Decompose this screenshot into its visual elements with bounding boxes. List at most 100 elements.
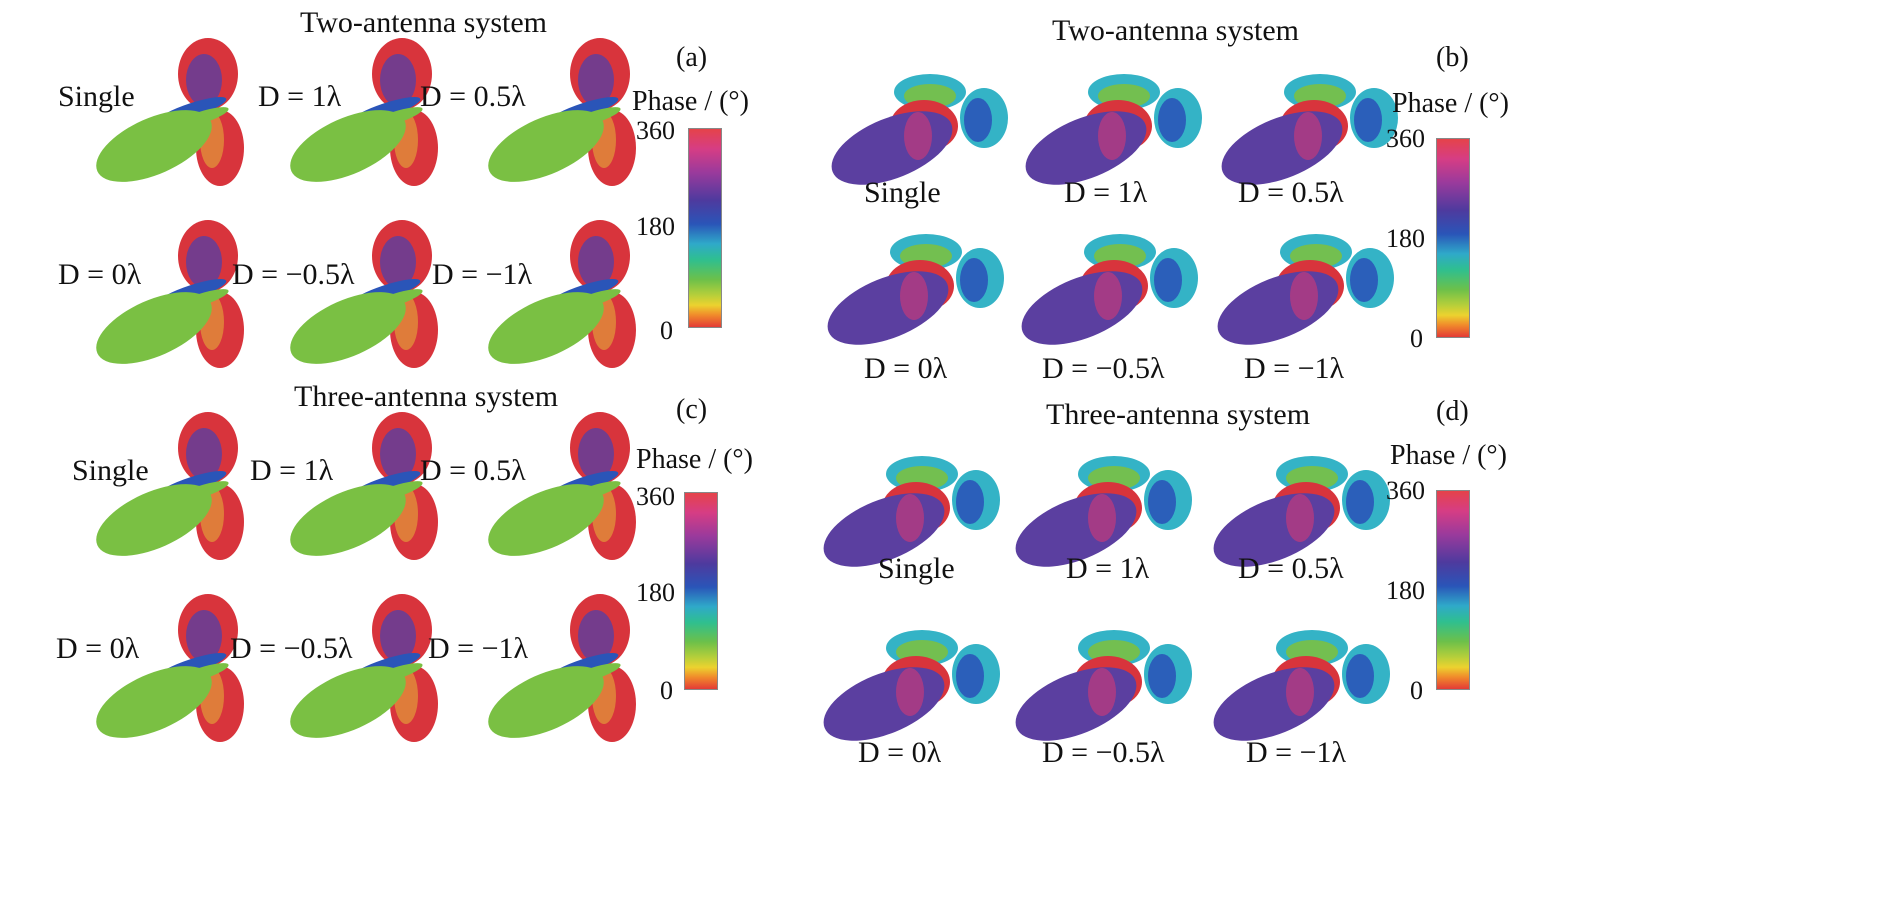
label-a-single: Single [58, 80, 135, 113]
colorbar-a-tick-max: 360 [636, 116, 675, 145]
pattern-d-d0 [823, 630, 1000, 741]
label-c-d0: D = 0λ [56, 632, 140, 665]
label-d-d1: D = 1λ [1066, 552, 1150, 585]
pattern-a-d0 [96, 220, 244, 368]
upper-lobe-core [186, 428, 222, 480]
main-lobe [290, 292, 406, 364]
right-lobe-core [956, 480, 984, 524]
main-lobe [488, 484, 604, 556]
label-b-d0: D = 0λ [864, 352, 948, 385]
label-d-single: Single [878, 552, 955, 585]
right-lobe-core [1346, 480, 1374, 524]
pattern-d-dm05 [1015, 630, 1192, 741]
label-c-d05: D = 0.5λ [420, 454, 526, 487]
label-d-d05: D = 0.5λ [1238, 552, 1344, 585]
colorbar-b-tick-min: 0 [1410, 324, 1423, 353]
right-lobe-core [1154, 258, 1182, 302]
upper-lobe-core [380, 610, 416, 662]
colorbar-b [1436, 138, 1470, 338]
colorbar-c-tick-max: 360 [636, 482, 675, 511]
label-c-dm1: D = −1λ [428, 632, 529, 665]
label-b-d1: D = 1λ [1064, 176, 1148, 209]
pattern-d-dm1 [1213, 630, 1390, 741]
main-lobe-accent [1088, 668, 1116, 716]
label-a-d0: D = 0λ [58, 258, 142, 291]
panel-a-letter: (a) [676, 42, 708, 73]
pattern-c-d05 [488, 412, 636, 560]
right-lobe-core [956, 654, 984, 698]
panel-b-letter: (b) [1436, 42, 1469, 73]
main-lobe-accent [904, 112, 932, 160]
pattern-c-d1 [290, 412, 438, 560]
upper-lobe-core [578, 236, 614, 288]
upper-lobe-core [186, 54, 222, 106]
upper-lobe-core [380, 54, 416, 106]
main-lobe [96, 666, 212, 738]
main-lobe-accent [1286, 494, 1314, 542]
colorbar-c-tick-min: 0 [660, 676, 673, 705]
right-lobe-core [1350, 258, 1378, 302]
right-lobe-core [1158, 98, 1186, 142]
pattern-c-d0 [96, 594, 244, 742]
label-d-dm05: D = −0.5λ [1042, 736, 1165, 769]
main-lobe [290, 110, 406, 182]
label-c-single: Single [72, 454, 149, 487]
pattern-d-d1 [1015, 456, 1192, 567]
label-b-dm05: D = −0.5λ [1042, 352, 1165, 385]
panel-c-letter: (c) [676, 394, 708, 425]
label-a-d05: D = 0.5λ [420, 80, 526, 113]
right-lobe-core [1148, 654, 1176, 698]
colorbar-a-title: Phase / (°) [632, 86, 749, 117]
main-lobe [290, 666, 406, 738]
panel-b-title: Two-antenna system [1052, 14, 1300, 47]
main-lobe [290, 484, 406, 556]
pattern-a-dm05 [290, 220, 438, 368]
pattern-a-dm1 [488, 220, 636, 368]
upper-lobe-core [380, 236, 416, 288]
label-b-d05: D = 0.5λ [1238, 176, 1344, 209]
colorbar-c [684, 492, 718, 690]
right-lobe-core [964, 98, 992, 142]
colorbar-d-tick-min: 0 [1410, 676, 1423, 705]
label-c-dm05: D = −0.5λ [230, 632, 353, 665]
label-c-d1: D = 1λ [250, 454, 334, 487]
main-lobe-accent [1290, 272, 1318, 320]
main-lobe [488, 292, 604, 364]
label-a-dm1: D = −1λ [432, 258, 533, 291]
main-lobe [96, 110, 212, 182]
main-lobe [96, 484, 212, 556]
pattern-a-d1 [290, 38, 438, 186]
main-lobe [488, 110, 604, 182]
right-lobe-core [1354, 98, 1382, 142]
upper-lobe-core [186, 236, 222, 288]
label-b-dm1: D = −1λ [1244, 352, 1345, 385]
label-a-d1: D = 1λ [258, 80, 342, 113]
main-lobe-accent [900, 272, 928, 320]
main-lobe-accent [1286, 668, 1314, 716]
right-lobe-core [1148, 480, 1176, 524]
main-lobe [488, 666, 604, 738]
pattern-c-single [96, 412, 244, 560]
pattern-c-dm1 [488, 594, 636, 742]
colorbar-b-tick-mid: 180 [1386, 224, 1425, 253]
right-lobe-core [960, 258, 988, 302]
colorbar-d [1436, 490, 1470, 690]
pattern-b-dm05 [1021, 234, 1198, 345]
colorbar-d-tick-mid: 180 [1386, 576, 1425, 605]
panel-d-title: Three-antenna system [1046, 398, 1311, 431]
colorbar-d-title: Phase / (°) [1390, 440, 1507, 471]
label-b-single: Single [864, 176, 941, 209]
upper-lobe-core [380, 428, 416, 480]
panel-a-title: Two-antenna system [300, 6, 548, 39]
pattern-b-single [831, 74, 1008, 185]
colorbar-a-tick-mid: 180 [636, 212, 675, 241]
pattern-b-d05 [1221, 74, 1398, 185]
main-lobe-accent [1094, 272, 1122, 320]
colorbar-a [688, 128, 722, 328]
upper-lobe-core [578, 428, 614, 480]
panel-d-letter: (d) [1436, 396, 1469, 427]
upper-lobe-core [578, 610, 614, 662]
colorbar-a-tick-min: 0 [660, 316, 673, 345]
main-lobe-accent [1098, 112, 1126, 160]
panel-c-title: Three-antenna system [294, 380, 559, 413]
